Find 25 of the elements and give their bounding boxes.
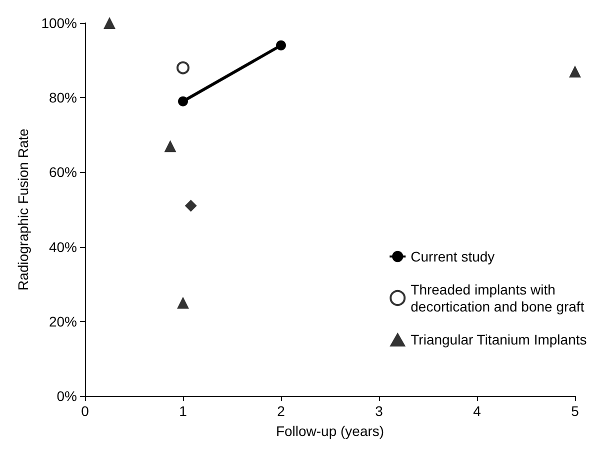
x-axis-title: Follow-up (years) (276, 423, 384, 439)
y-tick-label: 40% (48, 238, 77, 255)
point (164, 140, 176, 152)
point (276, 40, 286, 50)
x-tick-label: 0 (81, 403, 90, 419)
y-axis-title: Radiographic Fusion Rate (15, 128, 31, 290)
point (177, 296, 189, 309)
point (104, 17, 116, 29)
legend-label: Triangular Titanium Implants (410, 332, 587, 348)
x-tick-label: 3 (375, 403, 384, 419)
point (178, 96, 188, 106)
x-tick-label: 4 (473, 403, 482, 419)
y-tick-label: 80% (48, 90, 77, 106)
x-tick-label: 5 (571, 403, 580, 419)
point (184, 200, 197, 212)
y-tick-label: 0% (56, 388, 77, 404)
legend-label: Threaded implants with decortication and bone graft (410, 282, 584, 314)
y-tick-label: 20% (48, 313, 77, 330)
x-tick-label: 1 (179, 403, 188, 419)
y-tick-label: 60% (48, 164, 77, 180)
legend-label: Current study (410, 248, 495, 264)
y-tick-label: 100% (41, 15, 77, 31)
x-tick-label: 2 (277, 403, 286, 419)
point (176, 61, 190, 74)
point (569, 65, 581, 78)
